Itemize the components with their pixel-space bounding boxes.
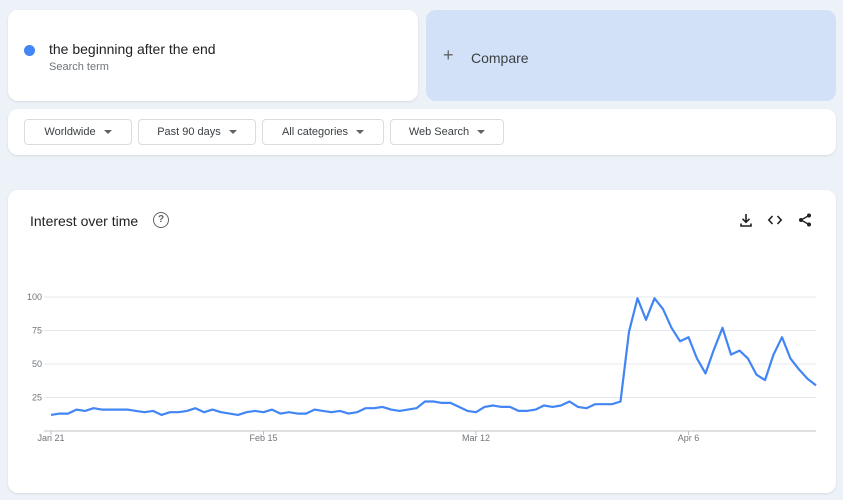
y-tick-label: 50 [32, 359, 42, 369]
caret-down-icon [477, 130, 486, 134]
compare-button[interactable]: + Compare [426, 10, 836, 101]
panel-title: Interest over time [30, 213, 139, 229]
x-tick-label: Mar 12 [462, 433, 490, 443]
series-line[interactable] [50, 297, 817, 416]
y-tick-label: 100 [27, 292, 42, 302]
y-tick-label: 25 [32, 393, 42, 403]
plus-icon: + [443, 45, 454, 65]
caret-down-icon [228, 130, 237, 134]
x-tick-label: Jan 21 [37, 433, 64, 443]
search-term-sublabel: Search term [49, 61, 109, 73]
share-icon[interactable] [795, 210, 815, 230]
filter-region-label: Worldwide [44, 126, 96, 138]
interest-over-time-panel: Interest over time ? 25 50 75 100 Jan 21 Feb … [8, 190, 836, 493]
filter-category-dropdown[interactable]: All categories [262, 119, 384, 145]
filter-region-dropdown[interactable]: Worldwide [24, 119, 132, 145]
filter-property-dropdown[interactable]: Web Search [390, 119, 504, 145]
embed-icon[interactable] [765, 210, 785, 230]
y-tick-label: 75 [32, 326, 42, 336]
filter-bar: Worldwide Past 90 days All categories We… [8, 109, 836, 155]
x-tick-label: Feb 15 [249, 433, 277, 443]
download-icon[interactable] [736, 210, 756, 230]
series-color-dot [24, 45, 35, 56]
filter-time-dropdown[interactable]: Past 90 days [138, 119, 256, 145]
interest-line-chart: 25 50 75 100 Jan 21 Feb 15 Mar 12 Apr 6 [27, 292, 817, 443]
filter-time-label: Past 90 days [157, 126, 221, 138]
caret-down-icon [356, 130, 365, 134]
filter-property-label: Web Search [408, 126, 470, 138]
compare-label: Compare [471, 50, 529, 66]
caret-down-icon [103, 130, 112, 134]
search-term-label[interactable]: the beginning after the end [49, 41, 216, 57]
help-icon[interactable]: ? [153, 212, 169, 228]
x-tick-label: Apr 6 [678, 433, 700, 443]
search-term-card[interactable]: the beginning after the end Search term [8, 10, 418, 101]
filter-category-label: All categories [281, 126, 349, 138]
